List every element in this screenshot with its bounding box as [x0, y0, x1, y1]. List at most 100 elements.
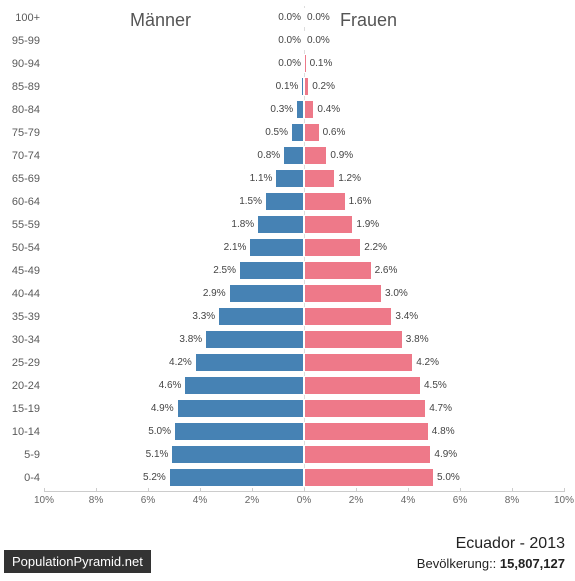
female-bar	[304, 376, 421, 395]
male-bar	[265, 192, 304, 211]
x-tick: 0%	[297, 495, 311, 506]
male-value: 5.2%	[143, 466, 166, 489]
female-value: 0.0%	[307, 29, 330, 52]
y-tick: 0-4	[24, 472, 40, 484]
male-bar	[195, 353, 304, 372]
y-tick: 15-19	[12, 403, 40, 415]
female-value: 4.2%	[416, 351, 439, 374]
male-value: 0.0%	[278, 52, 301, 75]
male-bar	[229, 284, 304, 303]
pyramid-row: 0.0%0.0%	[44, 29, 564, 52]
x-tick: 6%	[141, 495, 155, 506]
female-bar	[304, 146, 327, 165]
male-bar	[249, 238, 304, 257]
male-value: 2.5%	[213, 259, 236, 282]
y-tick: 65-69	[12, 173, 40, 185]
y-tick: 10-14	[12, 426, 40, 438]
female-bar	[304, 100, 314, 119]
female-bar	[304, 54, 307, 73]
female-value: 0.1%	[310, 52, 333, 75]
female-bar	[304, 123, 320, 142]
population-line: Bevölkerung:: 15,807,127	[417, 556, 565, 571]
female-bar	[304, 77, 309, 96]
female-bar	[304, 307, 392, 326]
female-value: 3.0%	[385, 282, 408, 305]
x-axis: 10%8%6%4%2%0%2%4%6%8%10%	[44, 491, 564, 512]
pyramid-row: 5.1% 4.9%	[44, 443, 564, 466]
x-tick: 4%	[193, 495, 207, 506]
female-bar	[304, 468, 434, 487]
pyramid-row: 1.5%1.6%	[44, 190, 564, 213]
female-value: 0.9%	[330, 144, 353, 167]
male-bar	[239, 261, 304, 280]
pyramid-row: 3.3%3.4%	[44, 305, 564, 328]
female-value: 4.7%	[429, 397, 452, 420]
x-tick: 10%	[34, 495, 54, 506]
pyramid-row: 0.5%0.6%	[44, 121, 564, 144]
female-value: 0.2%	[312, 75, 335, 98]
female-bar	[304, 215, 353, 234]
female-value: 4.9%	[434, 443, 457, 466]
x-tick: 8%	[505, 495, 519, 506]
female-value: 5.0%	[437, 466, 460, 489]
y-tick: 75-79	[12, 127, 40, 139]
female-value: 0.4%	[317, 98, 340, 121]
y-tick: 95-99	[12, 35, 40, 47]
pyramid-row: 2.1%2.2%	[44, 236, 564, 259]
y-tick: 5-9	[24, 449, 40, 461]
female-value: 1.2%	[338, 167, 361, 190]
male-value: 4.9%	[151, 397, 174, 420]
pyramid-row: 4.9% 4.7%	[44, 397, 564, 420]
female-bar	[304, 445, 431, 464]
male-value: 2.9%	[203, 282, 226, 305]
male-value: 1.1%	[250, 167, 273, 190]
y-tick: 70-74	[12, 150, 40, 162]
male-value: 0.8%	[257, 144, 280, 167]
x-tick: 8%	[89, 495, 103, 506]
y-tick: 35-39	[12, 311, 40, 323]
male-bar	[169, 468, 304, 487]
x-tick: 4%	[401, 495, 415, 506]
pyramid-row: 2.5% 2.6%	[44, 259, 564, 282]
female-bar	[304, 422, 429, 441]
pyramid-row: 2.9% 3.0%	[44, 282, 564, 305]
population-label: Bevölkerung::	[417, 556, 497, 571]
title-line: Ecuador - 2013	[456, 535, 565, 553]
pyramid-row: 5.2% 5.0%	[44, 466, 564, 489]
male-value: 5.1%	[146, 443, 169, 466]
female-bar	[304, 399, 426, 418]
male-bar	[218, 307, 304, 326]
pyramid-row: 3.8%3.8%	[44, 328, 564, 351]
y-tick: 45-49	[12, 265, 40, 277]
male-bar	[174, 422, 304, 441]
male-value: 4.6%	[159, 374, 182, 397]
y-tick: 30-34	[12, 334, 40, 346]
female-bar	[304, 330, 403, 349]
female-value: 1.6%	[349, 190, 372, 213]
pyramid-row: 4.2%4.2%	[44, 351, 564, 374]
male-bar	[291, 123, 304, 142]
female-value: 0.0%	[307, 6, 330, 29]
female-bar	[304, 192, 346, 211]
pyramid-row: 0.1%0.2%	[44, 75, 564, 98]
y-tick: 20-24	[12, 380, 40, 392]
female-bar	[304, 261, 372, 280]
male-bar	[205, 330, 304, 349]
female-value: 1.9%	[356, 213, 379, 236]
y-tick: 40-44	[12, 288, 40, 300]
male-bar	[257, 215, 304, 234]
female-value: 3.4%	[395, 305, 418, 328]
pyramid-row: 5.0%4.8%	[44, 420, 564, 443]
female-value: 3.8%	[406, 328, 429, 351]
female-value: 2.6%	[375, 259, 398, 282]
male-bar	[171, 445, 304, 464]
female-bar	[304, 238, 361, 257]
female-value: 4.5%	[424, 374, 447, 397]
male-bar	[177, 399, 304, 418]
female-value: 2.2%	[364, 236, 387, 259]
population-value: 15,807,127	[500, 556, 565, 571]
pyramid-row: 1.1% 1.2%	[44, 167, 564, 190]
y-tick: 90-94	[12, 58, 40, 70]
female-value: 0.6%	[323, 121, 346, 144]
y-tick: 55-59	[12, 219, 40, 231]
